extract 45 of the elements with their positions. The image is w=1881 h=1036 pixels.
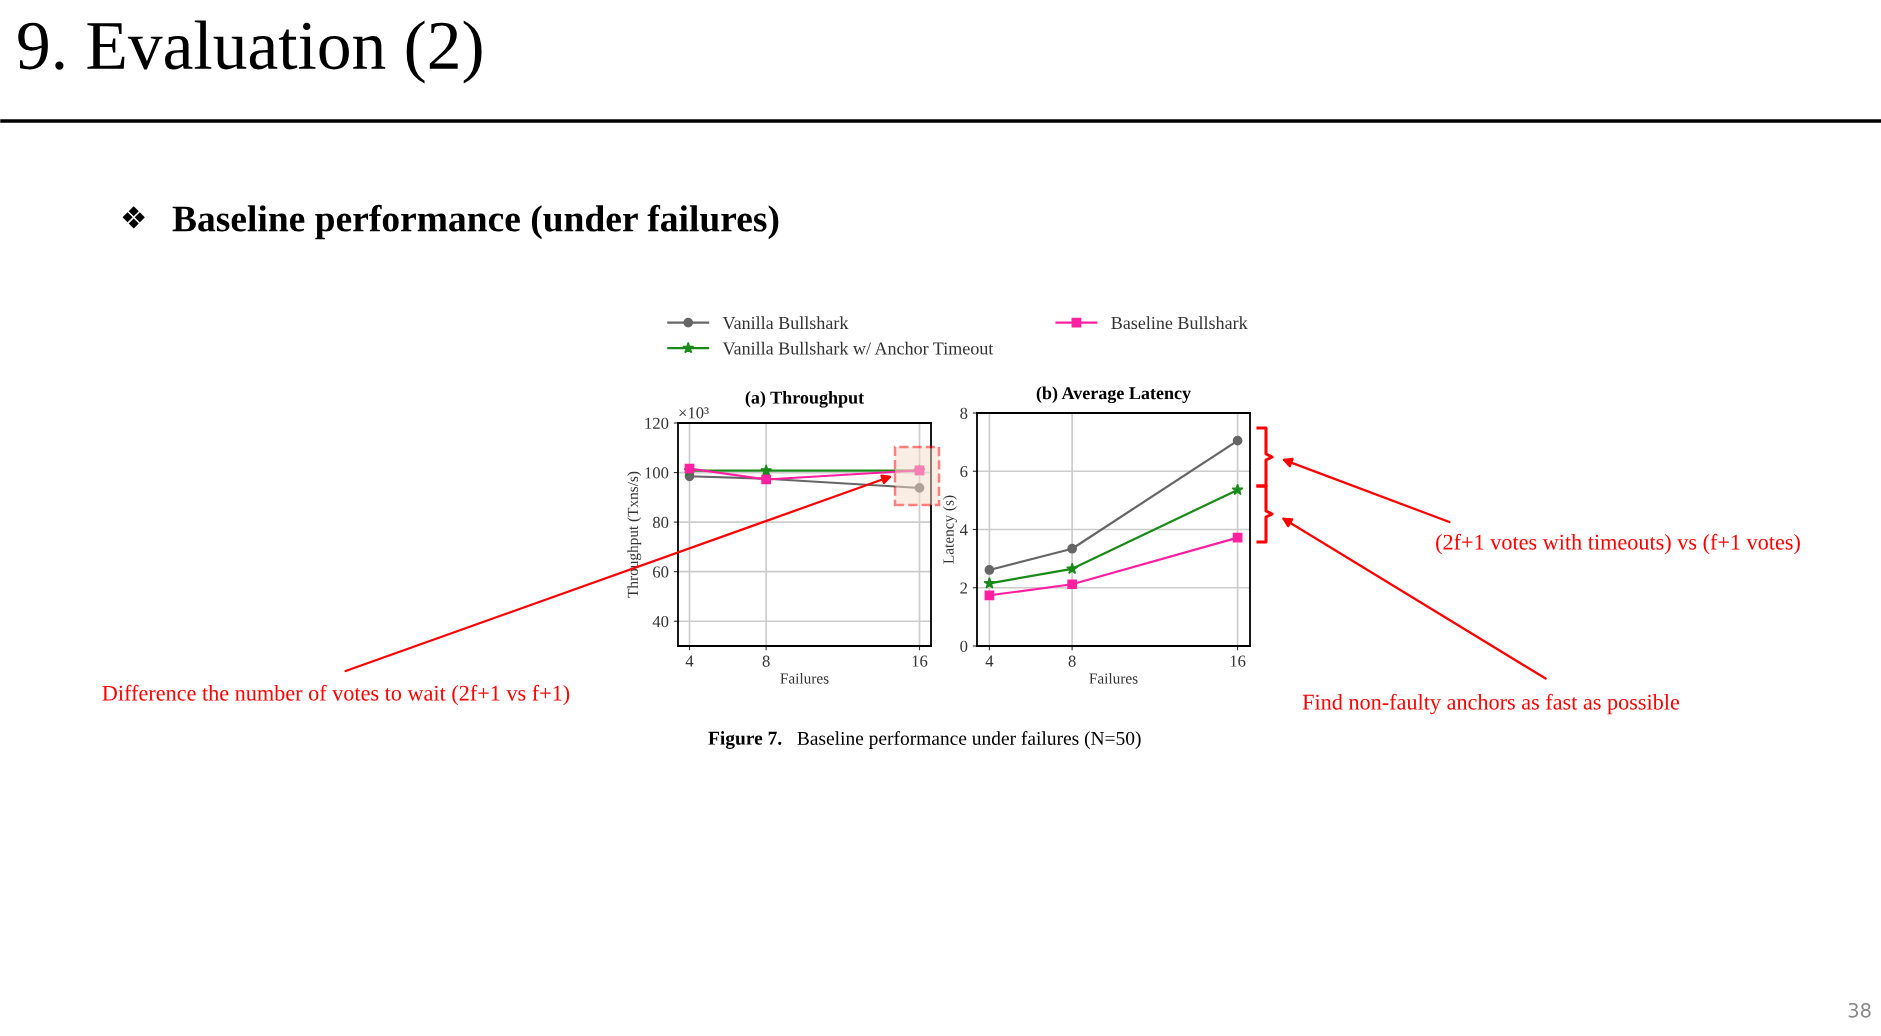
- x-tick-label: 16: [1230, 655, 1246, 667]
- legend-label: Baseline Bullshark: [1111, 316, 1248, 330]
- legend-label: Vanilla Bullshark: [722, 316, 849, 330]
- x-tick-label: 16: [912, 655, 928, 667]
- text: ×10³: [679, 407, 709, 419]
- y-tick-label: 60: [653, 566, 669, 578]
- y-axis-title: Throughput (Txns/s): [627, 471, 642, 598]
- x-tick-label: 8: [762, 655, 770, 667]
- text: Find non-faulty anchors as fast as possible: [1302, 693, 1680, 715]
- legend-label: Vanilla Bullshark w/ Anchor Timeout: [722, 341, 994, 355]
- caption: Figure 7. Baseline performance under failures (N=50): [708, 731, 1141, 749]
- point: [1067, 543, 1077, 554]
- text: (2f+1 votes with timeouts) vs (f+1 votes): [1436, 533, 1800, 555]
- y-tick-label: 80: [652, 516, 669, 529]
- point: [1232, 435, 1243, 446]
- text: 9. Evaluation (2): [18, 20, 482, 84]
- point: [1066, 562, 1079, 575]
- y-tick-label: 2: [960, 582, 968, 594]
- point: [984, 565, 995, 575]
- text: ❖: [122, 206, 145, 229]
- y-axis-title: Latency (s): [942, 495, 957, 564]
- chart-title: (b) Average Latency: [1036, 386, 1191, 404]
- x-tick-label: 8: [1068, 655, 1076, 667]
- x-axis-title: Failures: [780, 672, 829, 684]
- point: [984, 590, 995, 601]
- chart-title: (a) Throughput: [745, 391, 865, 408]
- y-tick-label: 4: [959, 524, 968, 536]
- y-tick-label: 100: [645, 467, 669, 479]
- point: [1067, 579, 1077, 590]
- y-tick-label: 8: [960, 407, 968, 419]
- y-tick-label: 0: [960, 640, 968, 652]
- point: [1231, 483, 1244, 496]
- x-tick-label: 4: [685, 655, 694, 667]
- text: Difference the number of votes to wait (2f+1 vs f+1): [102, 684, 570, 706]
- point: [914, 483, 925, 493]
- x-tick-label: 4: [985, 655, 994, 667]
- point: [983, 577, 996, 589]
- text: Baseline performance (under failures): [172, 204, 779, 240]
- point: [1232, 532, 1243, 543]
- point: [760, 464, 773, 476]
- text: 38: [1848, 1002, 1871, 1018]
- y-tick-label: 6: [960, 466, 968, 478]
- y-tick-label: 120: [645, 417, 669, 429]
- y-tick-label: 40: [652, 615, 669, 628]
- x-axis-title: Failures: [1089, 672, 1138, 684]
